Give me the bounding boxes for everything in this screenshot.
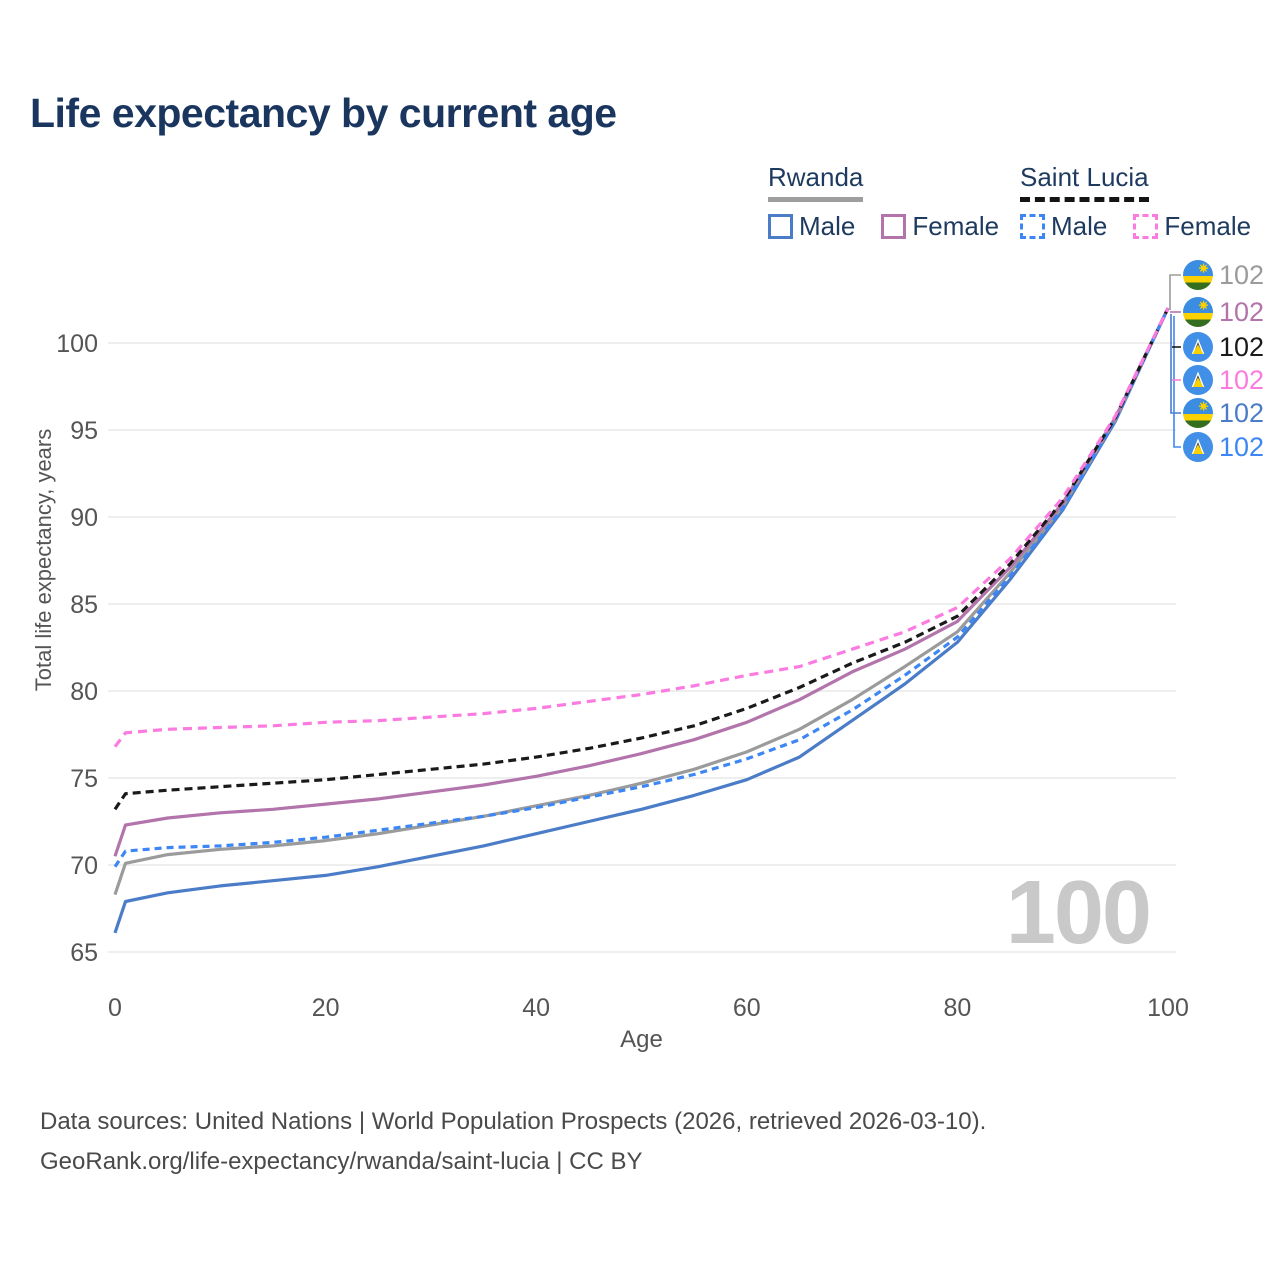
legend-item-saint-lucia-female[interactable]: Female — [1133, 211, 1251, 242]
line-rwanda-total[interactable] — [113, 307, 1170, 896]
x-axis-title: Age — [620, 1026, 663, 1053]
saint-lucia-male-swatch-icon — [1020, 214, 1045, 239]
footer-attribution: GeoRank.org/life-expectancy/rwanda/saint… — [40, 1148, 643, 1175]
end-label-value: 102 — [1219, 297, 1265, 327]
y-tick-label: 100 — [56, 330, 98, 358]
rwanda-flag-icon — [1183, 260, 1213, 290]
saint-lucia-flag-icon — [1183, 332, 1213, 362]
legend-item-rwanda-male[interactable]: Male — [768, 211, 855, 242]
line-rwanda-male[interactable] — [113, 307, 1170, 934]
end-label-rwanda-female: 102 — [1183, 296, 1264, 328]
end-label-saint-lucia-female: 102 — [1183, 364, 1264, 396]
end-label-rwanda-total: 102 — [1183, 259, 1264, 291]
legend-header-saint-lucia[interactable]: Saint Lucia — [1020, 162, 1251, 202]
end-label-value: 102 — [1219, 365, 1265, 395]
saint-lucia-flag-icon — [1183, 365, 1213, 395]
line-rwanda-female[interactable] — [113, 307, 1170, 857]
leader-line-rwanda-total — [1169, 274, 1181, 310]
legend-group-rwanda: Rwanda Male Female — [768, 162, 999, 242]
end-label-value: 102 — [1219, 432, 1265, 462]
rwanda-flag-icon — [1183, 297, 1213, 327]
x-tick-label: 40 — [522, 994, 550, 1022]
saint-lucia-flag-icon — [1183, 432, 1213, 462]
legend-group-saint-lucia: Saint Lucia Male Female — [1020, 162, 1251, 242]
saint-lucia-flag-icon — [1183, 365, 1213, 395]
chart-title: Life expectancy by current age — [30, 90, 617, 136]
y-tick-label: 95 — [70, 417, 98, 445]
end-label-rwanda-male: 102 — [1183, 397, 1264, 429]
rwanda-flag-icon — [1183, 398, 1213, 428]
y-axis-title: Total life expectancy, years — [31, 428, 56, 692]
x-tick-label: 0 — [108, 994, 122, 1022]
saint-lucia-flag-icon — [1183, 432, 1213, 462]
leader-line-rwanda-male — [1170, 314, 1181, 414]
line-saint-lucia-total[interactable] — [113, 307, 1170, 811]
end-label-value: 102 — [1219, 398, 1265, 428]
end-label-value: 102 — [1219, 332, 1265, 362]
legend-item-rwanda-female[interactable]: Female — [881, 211, 999, 242]
end-label-saint-lucia-total: 102 — [1183, 331, 1264, 363]
rwanda-female-swatch-icon — [881, 214, 907, 239]
y-tick-label: 75 — [70, 765, 98, 793]
legend-item-saint-lucia-male[interactable]: Male — [1020, 211, 1107, 242]
y-tick-label: 80 — [70, 678, 98, 706]
x-tick-label: 80 — [943, 994, 971, 1022]
legend-country-rwanda[interactable]: Rwanda — [768, 162, 864, 202]
x-tick-label: 100 — [1147, 994, 1189, 1022]
rwanda-flag-icon — [1183, 260, 1213, 290]
footer-data-sources: Data sources: United Nations | World Pop… — [40, 1108, 987, 1135]
y-tick-label: 70 — [70, 852, 98, 880]
end-label-saint-lucia-male: 102 — [1183, 431, 1264, 463]
rwanda-male-swatch-icon — [768, 214, 793, 239]
line-saint-lucia-female[interactable] — [113, 307, 1170, 748]
legend-header-rwanda[interactable]: Rwanda — [768, 162, 999, 202]
rwanda-flag-icon — [1183, 398, 1213, 428]
y-tick-label: 85 — [70, 591, 98, 619]
saint-lucia-flag-icon — [1183, 332, 1213, 362]
y-tick-label: 65 — [70, 939, 98, 967]
x-tick-label: 60 — [733, 994, 761, 1022]
saint-lucia-female-swatch-icon — [1133, 214, 1159, 239]
leader-line-saint-lucia-male — [1173, 316, 1181, 448]
legend-country-saint-lucia[interactable]: Saint Lucia — [1020, 162, 1149, 202]
x-tick-label: 20 — [312, 994, 340, 1022]
rwanda-flag-icon — [1183, 297, 1213, 327]
age-watermark: 100 — [1005, 863, 1152, 963]
y-tick-label: 90 — [70, 504, 98, 532]
end-label-value: 102 — [1219, 260, 1265, 290]
